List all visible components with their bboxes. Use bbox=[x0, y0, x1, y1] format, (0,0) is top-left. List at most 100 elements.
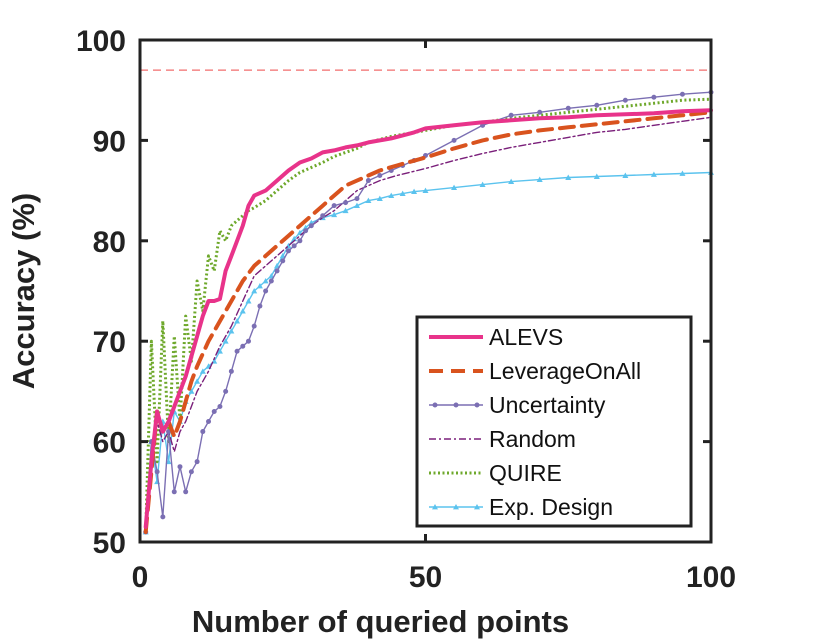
y-tick-label: 100 bbox=[76, 25, 126, 58]
data-point bbox=[376, 195, 383, 202]
data-point bbox=[256, 282, 263, 289]
legend-label: LeverageOnAll bbox=[489, 358, 641, 384]
data-point bbox=[257, 303, 263, 309]
series-line-leverageonall bbox=[143, 110, 713, 534]
legend-label: Random bbox=[489, 426, 576, 452]
data-point bbox=[188, 388, 195, 394]
data-point bbox=[245, 338, 251, 344]
data-point bbox=[679, 91, 685, 97]
data-point bbox=[377, 173, 383, 179]
legend: ALEVS LeverageOnAll Uncertainty Random QUIRE… bbox=[415, 315, 693, 528]
data-point bbox=[354, 196, 360, 202]
legend-label: Uncertainty bbox=[489, 392, 606, 418]
legend-box bbox=[415, 315, 693, 528]
legend-marker bbox=[453, 402, 459, 408]
data-point bbox=[200, 429, 206, 435]
x-tick-label: 50 bbox=[409, 561, 442, 594]
data-point bbox=[280, 258, 286, 264]
y-tick-label: 90 bbox=[93, 125, 126, 158]
data-point bbox=[199, 368, 206, 374]
data-point bbox=[479, 181, 486, 187]
data-point bbox=[537, 109, 543, 115]
data-point bbox=[268, 278, 274, 284]
series-line-alevs bbox=[143, 108, 713, 529]
data-point bbox=[177, 464, 183, 470]
y-axis-label: Accuracy (%) bbox=[6, 193, 41, 389]
data-point bbox=[194, 378, 201, 384]
x-tick-label: 100 bbox=[686, 561, 736, 594]
data-point bbox=[593, 173, 600, 179]
data-point bbox=[154, 469, 160, 475]
data-point bbox=[342, 207, 349, 214]
data-point bbox=[285, 248, 291, 254]
data-point bbox=[171, 489, 177, 495]
data-point bbox=[194, 459, 200, 465]
y-tick-label: 60 bbox=[93, 427, 126, 460]
data-point bbox=[216, 348, 223, 354]
data-point bbox=[211, 408, 217, 414]
data-point bbox=[217, 403, 223, 409]
legend-marker bbox=[432, 504, 438, 510]
data-point bbox=[160, 514, 166, 520]
y-tick-label: 70 bbox=[93, 326, 126, 359]
data-point bbox=[331, 203, 337, 209]
data-point bbox=[622, 172, 629, 178]
data-point bbox=[245, 298, 252, 304]
data-point bbox=[650, 171, 657, 177]
legend-label: QUIRE bbox=[489, 460, 562, 486]
data-point bbox=[536, 176, 543, 182]
data-point bbox=[263, 288, 269, 294]
data-point bbox=[388, 192, 395, 199]
data-point bbox=[291, 243, 297, 249]
data-point bbox=[234, 318, 241, 324]
data-point bbox=[565, 105, 571, 111]
legend-marker bbox=[432, 402, 438, 408]
y-tick-label: 50 bbox=[93, 527, 126, 560]
legend-marker bbox=[474, 504, 480, 510]
data-point bbox=[234, 348, 240, 354]
x-axis-label: Number of queried points bbox=[192, 604, 569, 639]
series-line-exp-design bbox=[144, 171, 712, 533]
data-point bbox=[228, 368, 234, 374]
legend-marker bbox=[453, 504, 459, 510]
series-leverageonall bbox=[143, 110, 713, 534]
data-point bbox=[365, 178, 371, 184]
data-point bbox=[411, 188, 418, 195]
y-tick-label: 80 bbox=[93, 226, 126, 259]
series-alevs bbox=[143, 108, 713, 529]
legend-label: ALEVS bbox=[489, 324, 563, 350]
data-point bbox=[451, 184, 458, 190]
data-point bbox=[274, 268, 280, 274]
data-point bbox=[206, 419, 212, 425]
legend-label: Exp. Design bbox=[489, 494, 613, 520]
data-point bbox=[262, 277, 269, 284]
data-point bbox=[303, 228, 309, 234]
data-point bbox=[679, 170, 686, 176]
data-point bbox=[239, 308, 246, 314]
data-point bbox=[320, 213, 326, 219]
data-point bbox=[622, 97, 628, 103]
data-point bbox=[183, 489, 189, 495]
data-point bbox=[353, 202, 360, 209]
data-point bbox=[565, 174, 572, 180]
data-point bbox=[240, 343, 246, 349]
data-point bbox=[222, 338, 229, 344]
x-tick-label: 0 bbox=[132, 561, 149, 594]
data-point bbox=[297, 238, 303, 244]
data-point bbox=[251, 323, 257, 329]
plot-layer bbox=[140, 69, 714, 535]
data-point bbox=[228, 328, 235, 334]
data-point bbox=[422, 187, 429, 193]
data-point bbox=[365, 197, 372, 204]
data-point bbox=[399, 190, 406, 197]
data-point bbox=[331, 211, 338, 218]
data-point bbox=[308, 223, 314, 229]
data-point bbox=[651, 94, 657, 100]
data-point bbox=[291, 235, 298, 242]
data-point bbox=[508, 178, 515, 184]
data-point bbox=[594, 102, 600, 108]
data-point bbox=[508, 112, 514, 118]
data-point bbox=[188, 469, 194, 475]
